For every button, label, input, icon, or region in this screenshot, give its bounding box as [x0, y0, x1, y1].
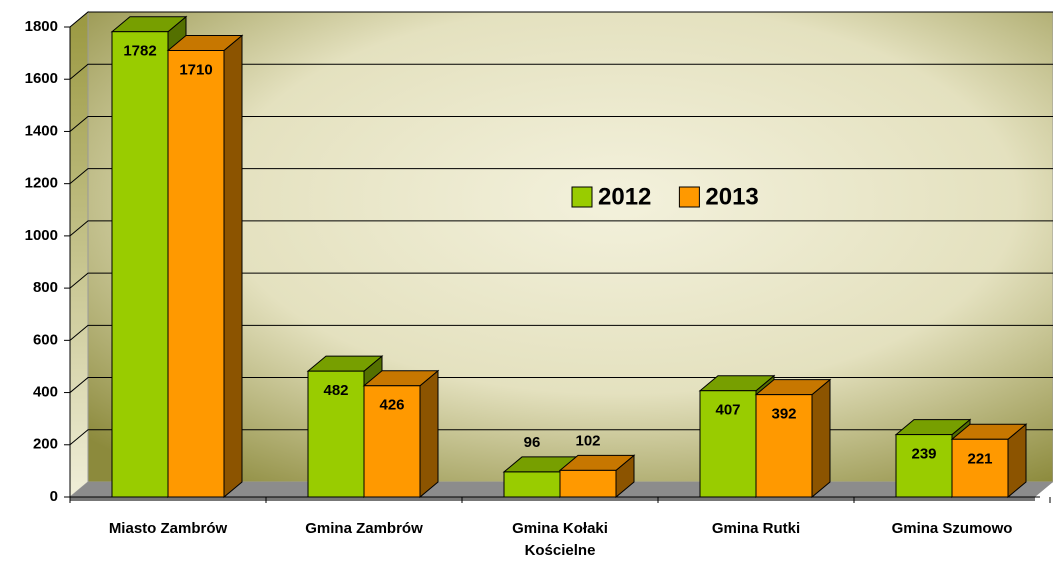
x-tick-label: Miasto Zambrów [108, 520, 228, 537]
grid-line [69, 324, 1053, 341]
value-label: 239 [911, 446, 936, 463]
bar-side [223, 34, 243, 499]
legend-label: 2012 [598, 183, 651, 210]
y-tick-label: 1000 [25, 227, 58, 244]
bar [363, 385, 421, 498]
y-tick-label: 1600 [25, 70, 58, 87]
grid-line [69, 272, 1053, 289]
value-label: 407 [715, 402, 740, 419]
legend-label: 2013 [705, 183, 758, 210]
side-wall [69, 10, 89, 499]
value-label: 482 [323, 382, 348, 399]
y-tick-label: 400 [33, 384, 58, 401]
bar [559, 469, 617, 498]
bar [951, 438, 1009, 498]
bar [699, 390, 757, 498]
y-tick-label: 1200 [25, 175, 58, 192]
value-label: 221 [967, 450, 992, 467]
bar [503, 471, 561, 498]
value-label: 1782 [123, 43, 156, 60]
x-tick-label: Gmina Szumowo [891, 520, 1013, 537]
x-tick-label: Gmina Rutki [711, 520, 801, 537]
legend-swatch [571, 186, 593, 208]
bar [111, 31, 169, 498]
value-label: 96 [524, 434, 541, 451]
y-tick-label: 0 [50, 488, 58, 505]
floor-edge [70, 497, 1035, 501]
bar [755, 394, 813, 498]
y-tick-label: 600 [33, 331, 58, 348]
x-tick-label: Gmina Zambrów [305, 520, 423, 537]
bar [167, 50, 225, 498]
bar-side [419, 369, 439, 499]
bar-side [811, 378, 831, 499]
bar [895, 434, 953, 498]
legend-swatch [678, 186, 700, 208]
grid-line [69, 220, 1053, 237]
y-tick-label: 800 [33, 279, 58, 296]
grid-line [69, 168, 1053, 185]
value-label: 392 [771, 406, 796, 423]
value-label: 102 [575, 432, 600, 449]
y-tick-label: 200 [33, 436, 58, 453]
y-tick-label: 1800 [25, 18, 58, 35]
grid-line [69, 11, 1053, 28]
grid-line [69, 115, 1053, 132]
grid-line [69, 63, 1053, 80]
x-tick-label: Gmina Kołaki Kościelne [512, 520, 608, 559]
value-label: 426 [379, 397, 404, 414]
value-label: 1710 [179, 61, 212, 78]
y-tick-label: 1400 [25, 122, 58, 139]
